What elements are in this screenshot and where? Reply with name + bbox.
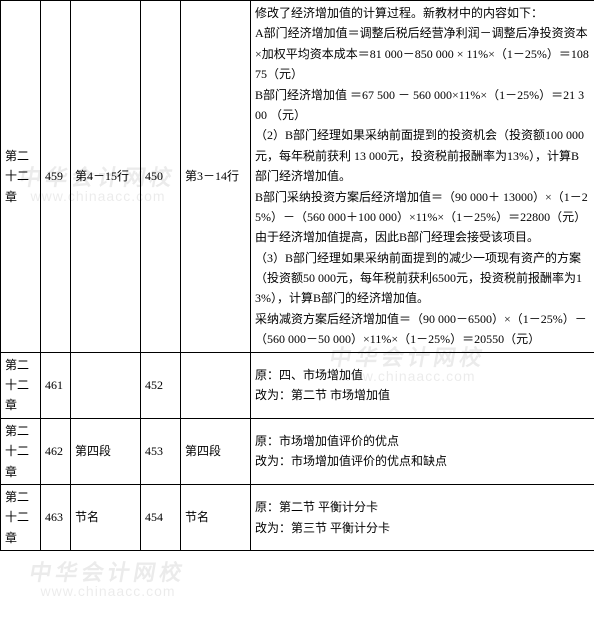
chapter-cell: 第二十二章: [1, 352, 41, 418]
new-loc-cell: 第3－14行: [181, 1, 251, 353]
new-loc-cell: [181, 352, 251, 418]
old-page-cell: 463: [41, 484, 71, 550]
table-row: 第二十二章 463 节名 454 节名 原：第二节 平衡计分卡改为：第三节 平衡…: [1, 484, 594, 550]
old-page-cell: 462: [41, 418, 71, 484]
old-page-cell: 459: [41, 1, 71, 353]
content-cell: 原：第二节 平衡计分卡改为：第三节 平衡计分卡: [251, 484, 594, 550]
new-page-cell: 452: [141, 352, 181, 418]
old-loc-cell: 节名: [71, 484, 141, 550]
watermark-cn: 中华会计网校: [27, 555, 189, 587]
chapter-cell: 第二十二章: [1, 1, 41, 353]
new-page-cell: 450: [141, 1, 181, 353]
chapter-cell: 第二十二章: [1, 484, 41, 550]
content-cell: 修改了经济增加值的计算过程。新教材中的内容如下：A部门经济增加值＝调整后税后经营…: [251, 1, 594, 353]
table-row: 第二十二章 461 452 原：四、市场增加值改为：第二节 市场增加值: [1, 352, 594, 418]
table-row: 第二十二章 462 第四段 453 第四段 原：市场增加值评价的优点改为：市场增…: [1, 418, 594, 484]
new-loc-cell: 第四段: [181, 418, 251, 484]
new-page-cell: 454: [141, 484, 181, 550]
old-loc-cell: 第4－15行: [71, 1, 141, 353]
watermark-en: www.chinaacc.com: [30, 583, 186, 599]
old-loc-cell: [71, 352, 141, 418]
old-page-cell: 461: [41, 352, 71, 418]
content-cell: 原：市场增加值评价的优点改为：市场增加值评价的优点和缺点: [251, 418, 594, 484]
comparison-table: 第二十二章 459 第4－15行 450 第3－14行 修改了经济增加值的计算过…: [0, 0, 594, 551]
chapter-cell: 第二十二章: [1, 418, 41, 484]
new-loc-cell: 节名: [181, 484, 251, 550]
table-row: 第二十二章 459 第4－15行 450 第3－14行 修改了经济增加值的计算过…: [1, 1, 594, 353]
new-page-cell: 453: [141, 418, 181, 484]
content-cell: 原：四、市场增加值改为：第二节 市场增加值: [251, 352, 594, 418]
watermark: 中华会计网校 www.chinaacc.com: [30, 555, 186, 599]
old-loc-cell: 第四段: [71, 418, 141, 484]
